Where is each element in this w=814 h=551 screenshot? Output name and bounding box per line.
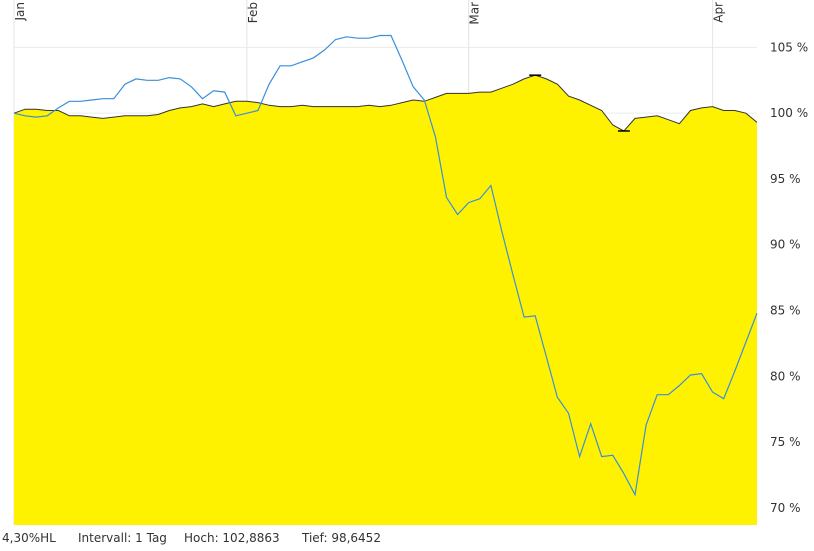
y-tick-label: 100 %: [770, 106, 808, 120]
footer-text: Tief: 98,6452: [301, 531, 381, 545]
area: [14, 75, 757, 525]
y-tick-label: 80 %: [770, 369, 801, 383]
y-tick-label: 95 %: [770, 172, 801, 186]
x-tick-label: Jan: [13, 2, 27, 22]
y-tick-label: 85 %: [770, 304, 801, 318]
footer-text: Intervall: 1 Tag: [78, 531, 167, 545]
y-tick-label: 75 %: [770, 435, 801, 449]
line: [13, 34, 758, 497]
y-tick-label: 90 %: [770, 238, 801, 252]
footer-text: Hoch: 102,8863: [184, 531, 280, 545]
x-tick-label: Feb: [246, 2, 260, 23]
y-tick-label: 105 %: [770, 40, 808, 54]
area-line: [13, 74, 758, 132]
footer-text: 4,30%HL: [2, 531, 56, 545]
y-tick-label: 70 %: [770, 501, 801, 515]
x-tick-label: Apr: [712, 2, 726, 23]
x-tick-label: Mar: [468, 2, 482, 25]
